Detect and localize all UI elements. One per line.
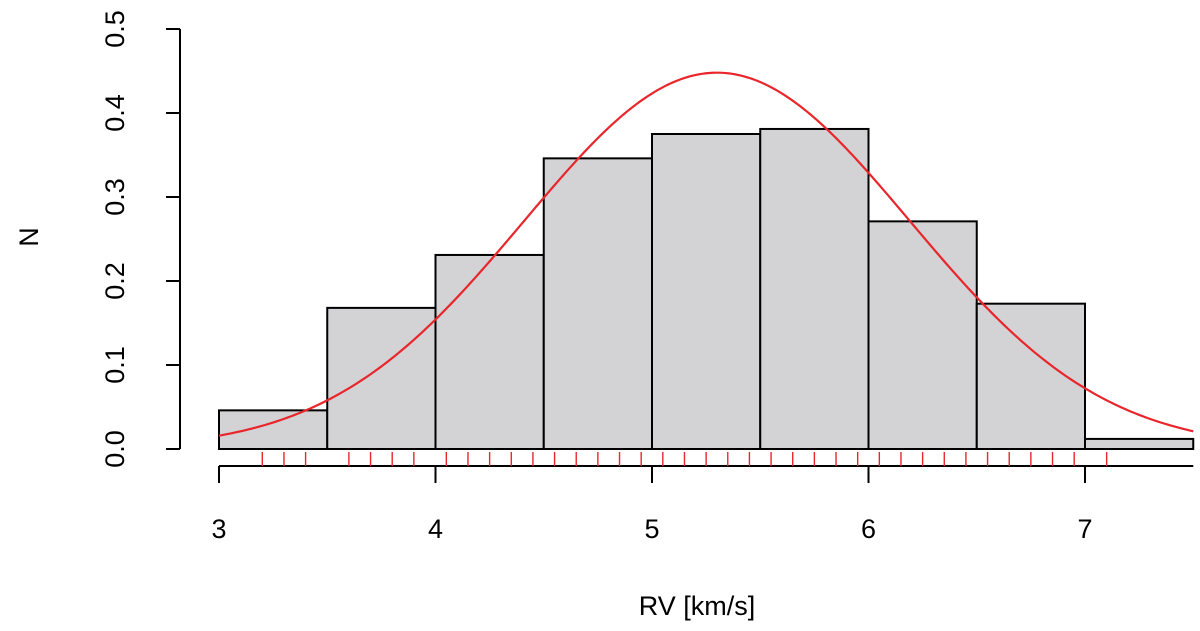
histogram-bar-1 xyxy=(218,409,329,450)
y-axis-title: N xyxy=(14,227,44,247)
histogram-bar-8 xyxy=(975,302,1086,450)
y-tick-label: 0.1 xyxy=(100,346,130,384)
y-tick-label: 0.3 xyxy=(100,178,130,216)
histogram-bar-6 xyxy=(759,127,870,451)
x-axis-ticks: 3 4 5 6 7 xyxy=(211,466,1093,544)
histogram-bars xyxy=(218,127,1195,451)
histogram-bar-5 xyxy=(651,133,762,450)
normal-fit-curve xyxy=(218,71,1194,437)
x-tick-label: 6 xyxy=(861,514,876,544)
x-tick-label: 5 xyxy=(644,514,659,544)
y-tick-label: 0.2 xyxy=(100,262,130,300)
x-axis-title: RV [km/s] xyxy=(639,591,756,621)
y-tick-label: 0.0 xyxy=(100,430,130,468)
y-axis-ticks: 0.0 0.1 0.2 0.3 0.4 0.5 xyxy=(100,10,180,468)
rug-marks xyxy=(261,452,1108,466)
histogram-bar-7 xyxy=(867,220,978,450)
histogram-bar-3 xyxy=(434,253,545,450)
histogram-bar-4 xyxy=(542,157,653,451)
histogram-bar-9 xyxy=(1084,437,1195,451)
x-tick-label: 4 xyxy=(428,514,443,544)
y-tick-label: 0.5 xyxy=(100,10,130,48)
histogram-bar-2 xyxy=(326,306,437,450)
x-tick-label: 7 xyxy=(1077,514,1092,544)
y-tick-label: 0.4 xyxy=(100,94,130,132)
x-tick-label: 3 xyxy=(211,514,226,544)
